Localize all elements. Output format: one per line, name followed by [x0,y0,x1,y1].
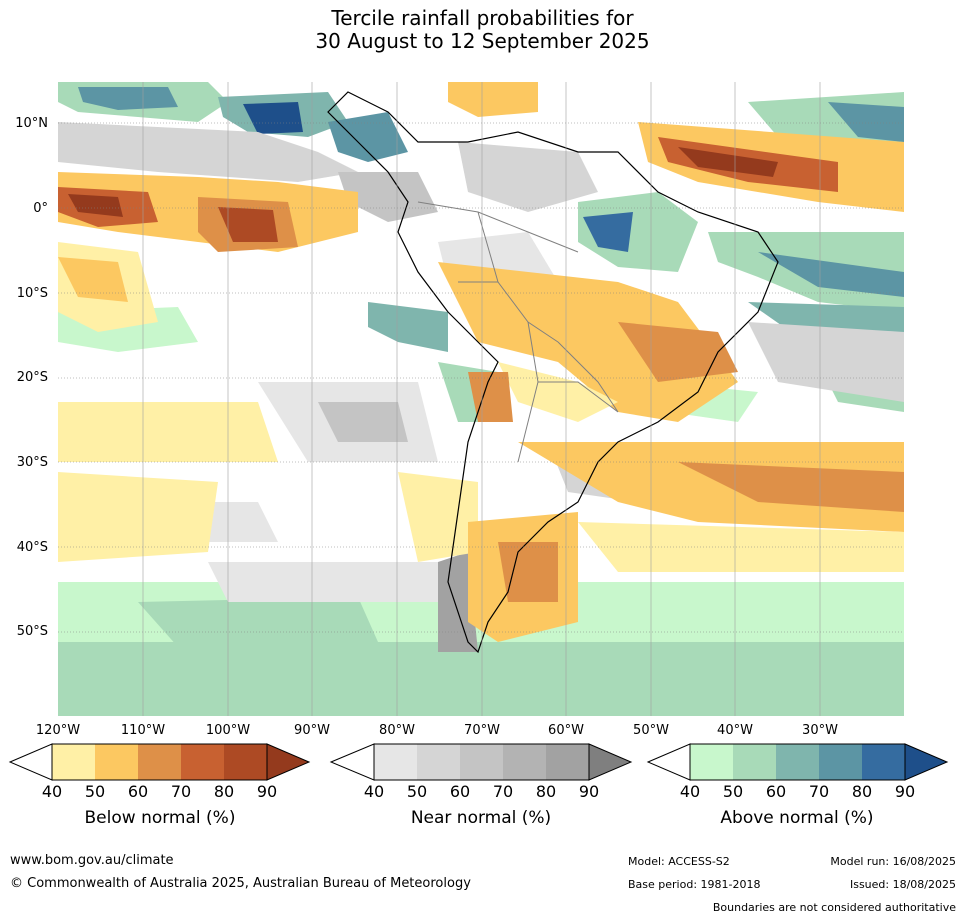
colorbar-near-swatch [460,744,503,780]
above-normal-label: Above normal (%) [720,808,874,828]
colorbar-near [329,743,633,781]
colorbar-below-swatch [181,744,224,780]
base-period-text: Base period: 1981-2018 [628,878,761,891]
near-tick: 70 [492,782,514,801]
colorbar-near-low-arrow [329,743,375,781]
issued-text: Issued: 18/08/2025 [849,878,956,891]
colorbar-below-low-arrow [8,743,53,781]
map-svg [58,82,904,716]
colorbar-above-swatch [733,744,776,780]
near-tick: 40 [363,782,385,801]
below-tick: 40 [41,782,63,801]
lon-label-40w: 40°W [717,723,753,738]
website-link[interactable]: www.bom.gov.au/climate [10,853,174,868]
copyright-text: © Commonwealth of Australia 2025, Austra… [10,876,471,891]
colorbar-near-swatch [374,744,417,780]
colorbar-below [8,743,311,781]
below-tick: 60 [127,782,149,801]
near-tick: 50 [406,782,428,801]
above-tick: 50 [722,782,744,801]
colorbar-above-swatch [819,744,862,780]
lat-label-30s: 30°S [16,455,48,470]
above-tick: 60 [765,782,787,801]
model-run-text: Model run: 16/08/2025 [830,855,956,868]
colorbar-above-high-arrow [904,743,949,781]
colorbar-near-swatch [503,744,546,780]
map-title-line2: 30 August to 12 September 2025 [315,29,650,53]
lat-label-10n: 10°N [15,116,48,131]
colorbar-below-high-arrow [266,743,311,781]
colorbar-near-high-arrow [588,743,633,781]
disclaimer-text: Boundaries are not considered authoritat… [712,901,956,914]
near-tick: 60 [449,782,471,801]
below-tick: 50 [84,782,106,801]
colorbar-below-swatch [224,744,267,780]
colorbar-below-swatch [138,744,181,780]
above-tick: 70 [808,782,830,801]
lon-label-60w: 60°W [548,723,584,738]
colorbar-near-swatch [546,744,589,780]
below-normal-regions [58,82,904,642]
colorbar-above-swatch [690,744,733,780]
model-text: Model: ACCESS-S2 [628,855,730,868]
colorbar-above-swatch [776,744,819,780]
below-tick: 70 [170,782,192,801]
below-normal-label: Below normal (%) [84,808,236,828]
lat-label-50s: 50°S [16,624,48,639]
lat-label-0: 0° [33,201,48,216]
colorbar-near-swatch [417,744,460,780]
colorbar-above-low-arrow [646,743,691,781]
above-tick: 90 [894,782,916,801]
above-tick: 40 [679,782,701,801]
colorbar-below-swatch [52,744,95,780]
lon-label-70w: 70°W [464,723,500,738]
meridians [142,82,821,716]
lon-label-50w: 50°W [633,723,669,738]
lon-label-30w: 30°W [802,723,838,738]
coastline [327,91,779,654]
above-tick: 80 [851,782,873,801]
near-tick: 80 [535,782,557,801]
lat-label-20s: 20°S [16,370,48,385]
below-tick: 90 [256,782,278,801]
below-tick: 80 [213,782,235,801]
lat-label-10s: 10°S [16,286,48,301]
lon-label-100w: 100°W [205,723,251,738]
lon-label-80w: 80°W [379,723,415,738]
map-title-line1: Tercile rainfall probabilities for [331,6,634,30]
near-normal-label: Near normal (%) [410,808,552,828]
probability-map [58,82,904,716]
near-tick: 90 [578,782,600,801]
country-borders [417,201,619,463]
colorbar-above [646,743,949,781]
lat-label-40s: 40°S [16,540,48,555]
colorbars [8,743,949,781]
lon-label-120w: 120°W [35,723,81,738]
lon-label-110w: 110°W [120,723,166,738]
colorbar-above-swatch [862,744,905,780]
graticule [58,122,904,633]
lon-label-90w: 90°W [294,723,330,738]
colorbar-below-swatch [95,744,138,780]
